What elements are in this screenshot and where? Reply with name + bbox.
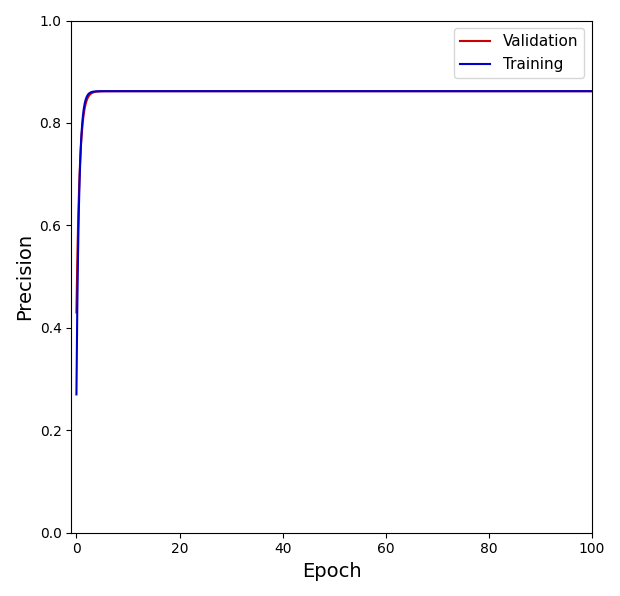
Training [75, 225, 82, 232]
Validation [551, 88, 558, 95]
Training [168, 88, 175, 95]
Validation [444, 88, 451, 95]
Training [73, 391, 80, 398]
Training [551, 88, 558, 95]
Line: Training: Training [76, 91, 592, 395]
X-axis label: Epoch: Epoch [302, 562, 361, 581]
Training [127, 88, 135, 95]
Validation [127, 88, 135, 95]
Validation [260, 88, 267, 95]
Validation [73, 309, 80, 316]
Y-axis label: Precision: Precision [15, 233, 34, 320]
Legend: Validation, Training: Validation, Training [454, 28, 584, 78]
Validation [192, 88, 199, 95]
Training [74, 271, 81, 278]
Training [444, 88, 451, 95]
Training [588, 88, 596, 95]
Validation [588, 88, 596, 95]
Validation [74, 235, 81, 243]
Training [260, 88, 267, 95]
Line: Validation: Validation [76, 91, 592, 312]
Validation [75, 205, 82, 212]
